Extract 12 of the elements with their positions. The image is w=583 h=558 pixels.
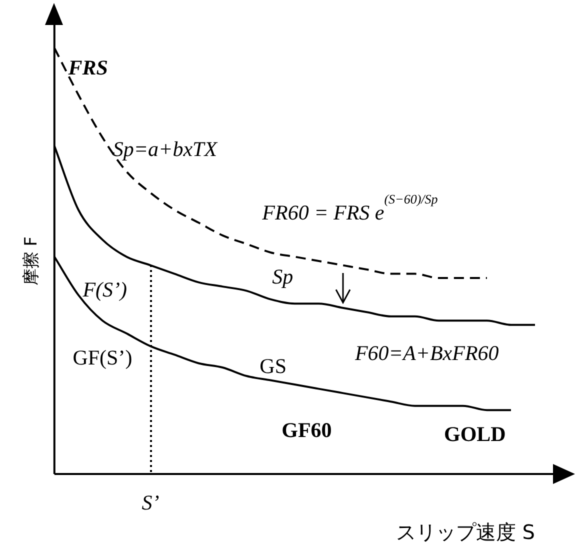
annotation: Sp=a+bxTX [112, 136, 218, 161]
annotation: GS [260, 354, 287, 378]
annotation: FRS [67, 56, 108, 80]
y-axis-title: 摩擦 F [22, 236, 42, 286]
annotation: GF60 [282, 418, 332, 442]
annotation: Sp [272, 264, 294, 289]
annotation: GF(S’) [72, 345, 132, 370]
annotation: F60=A+BxFR60 [354, 341, 500, 366]
annotation: F(S’) [82, 277, 128, 302]
x-axis-title: スリップ速度 S [396, 520, 535, 544]
text: S’ [142, 490, 160, 514]
annotation: GOLD [444, 422, 506, 446]
